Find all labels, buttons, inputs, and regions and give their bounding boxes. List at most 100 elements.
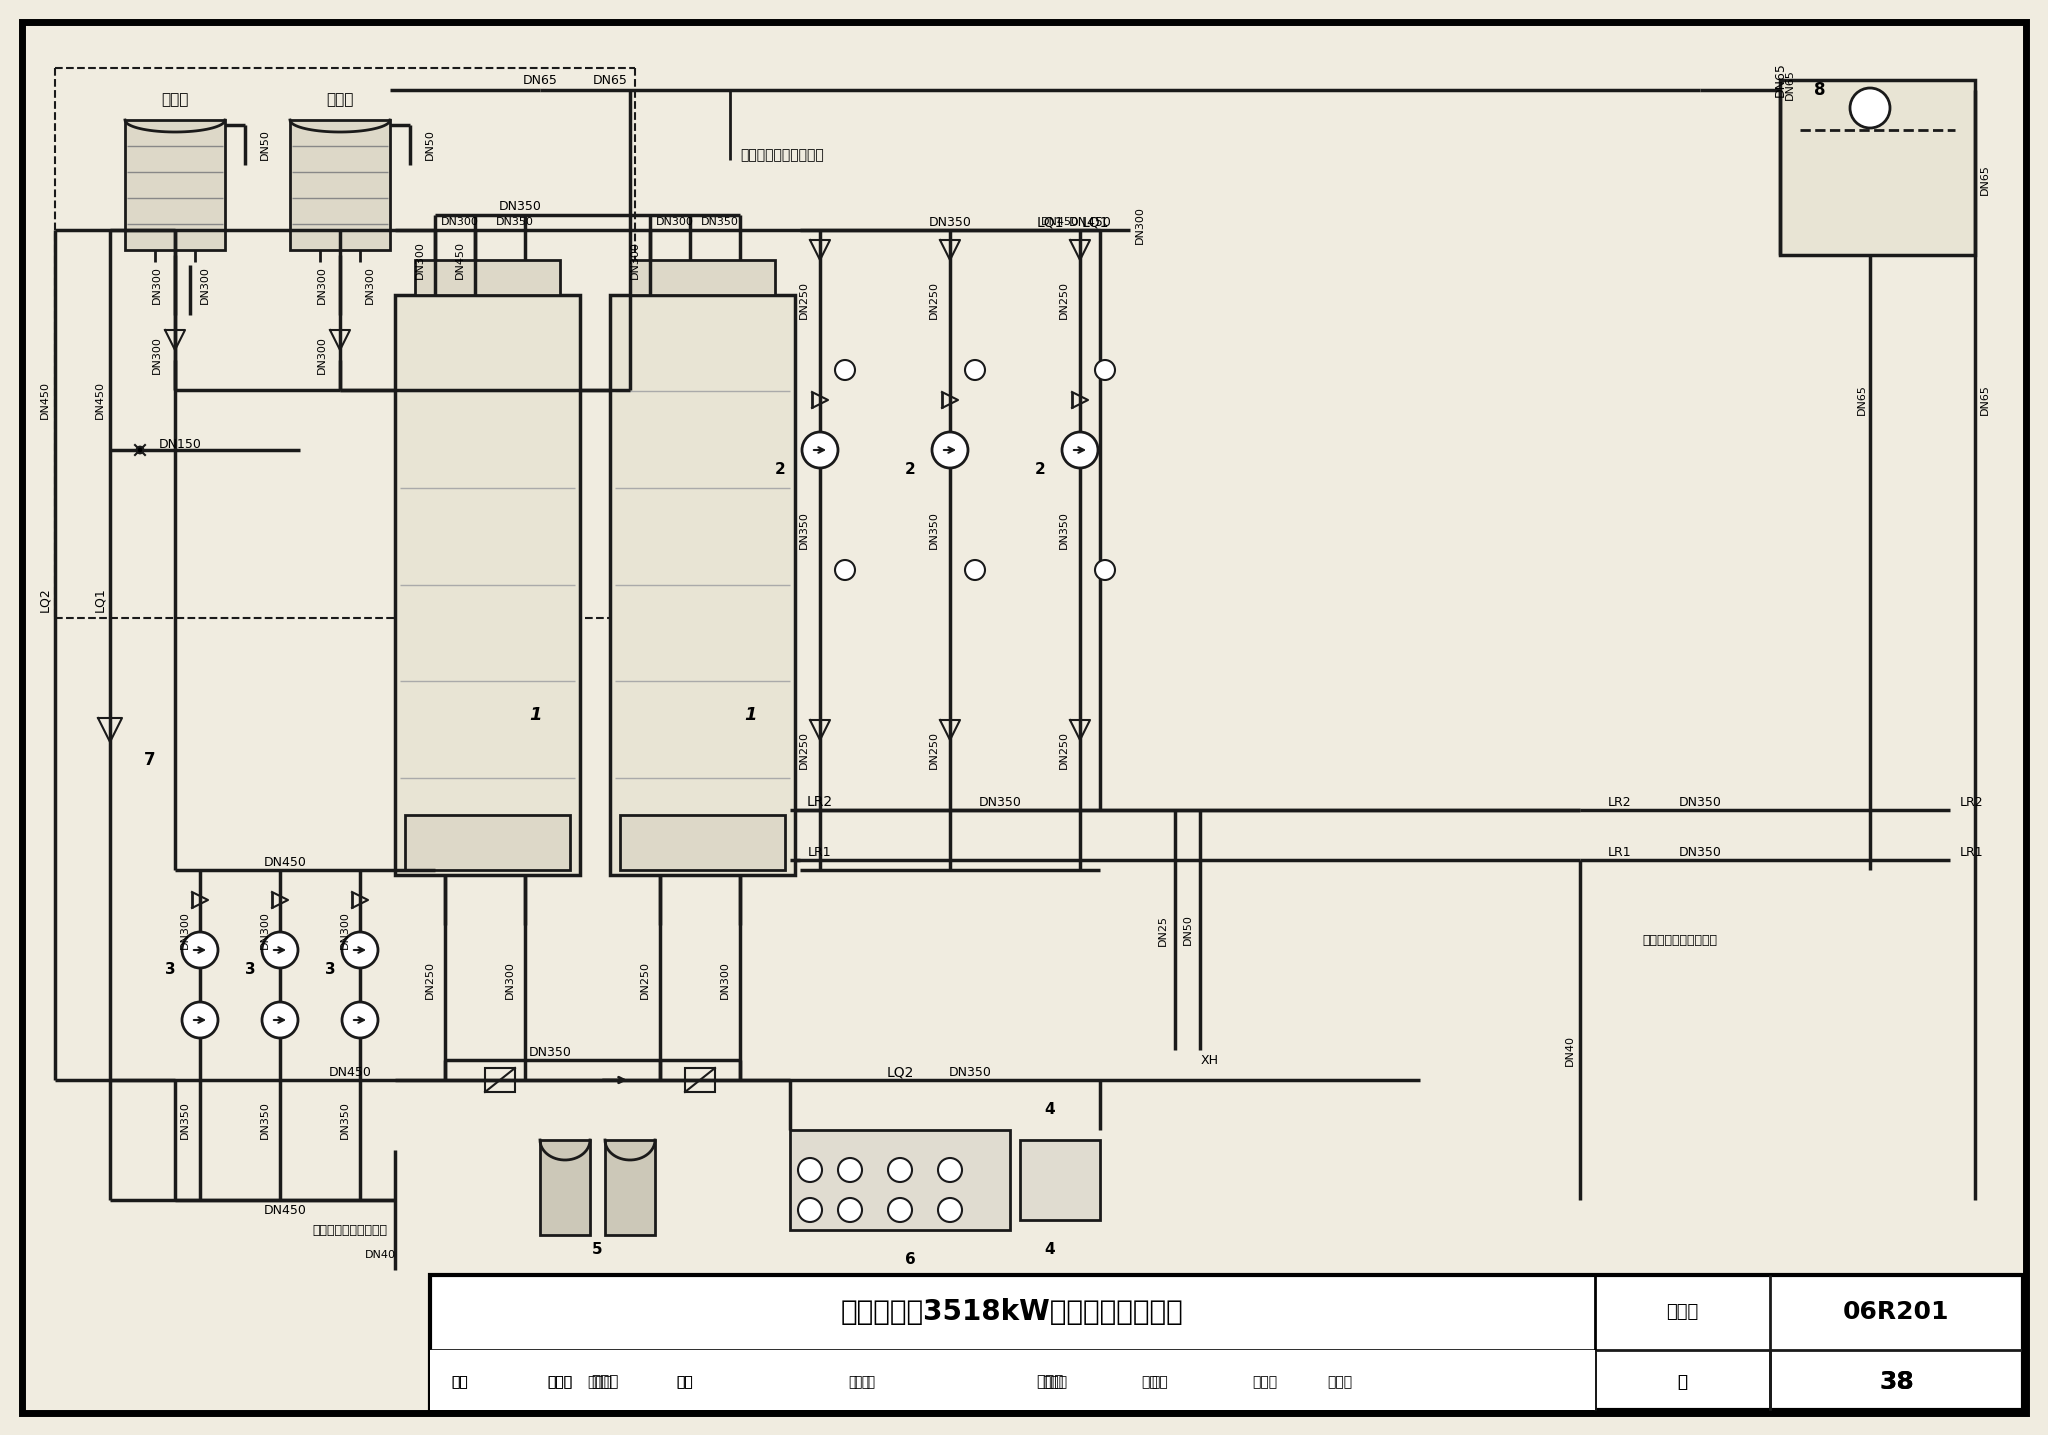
Text: DN65: DN65: [522, 73, 557, 86]
Text: 徐 相: 徐 相: [850, 1375, 870, 1389]
Bar: [631, 260, 774, 296]
Bar: [430, 1276, 2023, 1411]
Text: DN250: DN250: [799, 730, 809, 769]
Text: DN250: DN250: [930, 730, 938, 769]
Circle shape: [836, 560, 854, 580]
Text: DN350: DN350: [700, 217, 739, 227]
Text: 3: 3: [164, 963, 176, 977]
Bar: [791, 1129, 1010, 1230]
Text: 6: 6: [905, 1253, 915, 1267]
Text: DN300: DN300: [1135, 207, 1145, 244]
Text: DN65: DN65: [1774, 63, 1786, 98]
Circle shape: [836, 360, 854, 380]
Text: DN250: DN250: [1059, 730, 1069, 769]
Circle shape: [803, 432, 838, 468]
Circle shape: [938, 1158, 963, 1182]
Text: 傅相税: 傅相税: [1036, 1375, 1063, 1389]
Text: DN250: DN250: [930, 281, 938, 319]
Text: 3: 3: [326, 963, 336, 977]
Bar: [541, 1139, 590, 1236]
Text: DN250: DN250: [1059, 281, 1069, 319]
Text: DN300: DN300: [317, 265, 328, 304]
Circle shape: [1063, 432, 1098, 468]
Text: DN300: DN300: [317, 336, 328, 375]
Circle shape: [262, 931, 299, 969]
Circle shape: [932, 432, 969, 468]
Text: DN300: DN300: [631, 241, 639, 278]
Text: 傅相税: 傅相税: [1042, 1375, 1067, 1389]
Text: DN350: DN350: [496, 217, 535, 227]
Bar: [406, 815, 569, 870]
Circle shape: [938, 1198, 963, 1223]
Text: DN350: DN350: [498, 201, 541, 214]
Text: 接自来水及倒流防止器: 接自来水及倒流防止器: [739, 148, 823, 162]
Bar: [604, 1139, 655, 1236]
Bar: [416, 260, 559, 296]
Text: 页: 页: [1677, 1373, 1688, 1391]
Circle shape: [1096, 560, 1114, 580]
Text: 5: 5: [592, 1243, 602, 1257]
Text: DN450: DN450: [1069, 215, 1112, 228]
Text: DN350: DN350: [180, 1101, 190, 1139]
Text: LR1: LR1: [1960, 845, 1985, 858]
Text: 冷却塔: 冷却塔: [326, 92, 354, 108]
Text: DN65: DN65: [592, 73, 627, 86]
Text: 页: 页: [1677, 1373, 1688, 1391]
Bar: [395, 296, 580, 875]
Text: DN450: DN450: [455, 241, 465, 278]
Bar: [430, 1350, 1595, 1411]
Text: DN65: DN65: [1980, 165, 1991, 195]
Text: DN50: DN50: [1184, 914, 1194, 946]
Text: 冷却塔: 冷却塔: [162, 92, 188, 108]
Text: DN350: DN350: [1059, 511, 1069, 550]
Text: DN250: DN250: [799, 281, 809, 319]
Text: 孙红双: 孙红双: [588, 1375, 612, 1389]
Text: DN50: DN50: [260, 129, 270, 161]
Circle shape: [965, 360, 985, 380]
Text: 图集号: 图集号: [1667, 1303, 1698, 1322]
Text: 1: 1: [528, 706, 541, 725]
Text: DN450: DN450: [264, 855, 307, 868]
Text: 06R201: 06R201: [1843, 1300, 1950, 1325]
Text: 设计: 设计: [1141, 1375, 1159, 1389]
Circle shape: [889, 1198, 911, 1223]
Text: LQ1: LQ1: [1081, 215, 1108, 230]
Text: XH: XH: [1200, 1053, 1219, 1066]
Circle shape: [1849, 88, 1890, 128]
Text: DN350: DN350: [340, 1101, 350, 1139]
Text: 校对: 校对: [676, 1375, 694, 1389]
Text: 1: 1: [743, 706, 756, 725]
Circle shape: [965, 560, 985, 580]
Text: DN300: DN300: [180, 911, 190, 949]
Text: DN300: DN300: [152, 336, 162, 375]
Text: DN350: DN350: [799, 511, 809, 550]
Text: DN40: DN40: [365, 1250, 395, 1260]
Text: 2: 2: [1034, 462, 1044, 478]
Text: DN25: DN25: [1157, 914, 1167, 946]
Text: DN300: DN300: [260, 911, 270, 949]
Text: DN300: DN300: [152, 265, 162, 304]
Text: LQ1: LQ1: [1036, 215, 1063, 230]
Text: LR2: LR2: [1608, 795, 1632, 808]
Text: DN350: DN350: [928, 215, 971, 228]
Text: 王淑敏: 王淑敏: [547, 1375, 573, 1389]
Text: DN450: DN450: [264, 1204, 307, 1217]
Bar: [485, 1068, 514, 1092]
Circle shape: [262, 1002, 299, 1038]
Text: DN450: DN450: [328, 1066, 371, 1079]
Text: 38: 38: [1880, 1370, 1915, 1393]
Text: DN300: DN300: [440, 217, 479, 227]
Text: DN300: DN300: [655, 217, 694, 227]
Circle shape: [838, 1158, 862, 1182]
Text: LR2: LR2: [1960, 795, 1985, 808]
Circle shape: [838, 1198, 862, 1223]
Text: 徐 相: 徐 相: [854, 1375, 877, 1389]
Text: DN350: DN350: [528, 1046, 571, 1059]
Text: DN250: DN250: [426, 961, 434, 999]
Text: DN65: DN65: [1980, 385, 1991, 416]
Text: DN450: DN450: [94, 382, 104, 419]
Text: 审核: 审核: [453, 1375, 469, 1389]
Text: LR1: LR1: [1608, 845, 1632, 858]
Text: DN350: DN350: [1679, 795, 1722, 808]
Circle shape: [342, 1002, 379, 1038]
